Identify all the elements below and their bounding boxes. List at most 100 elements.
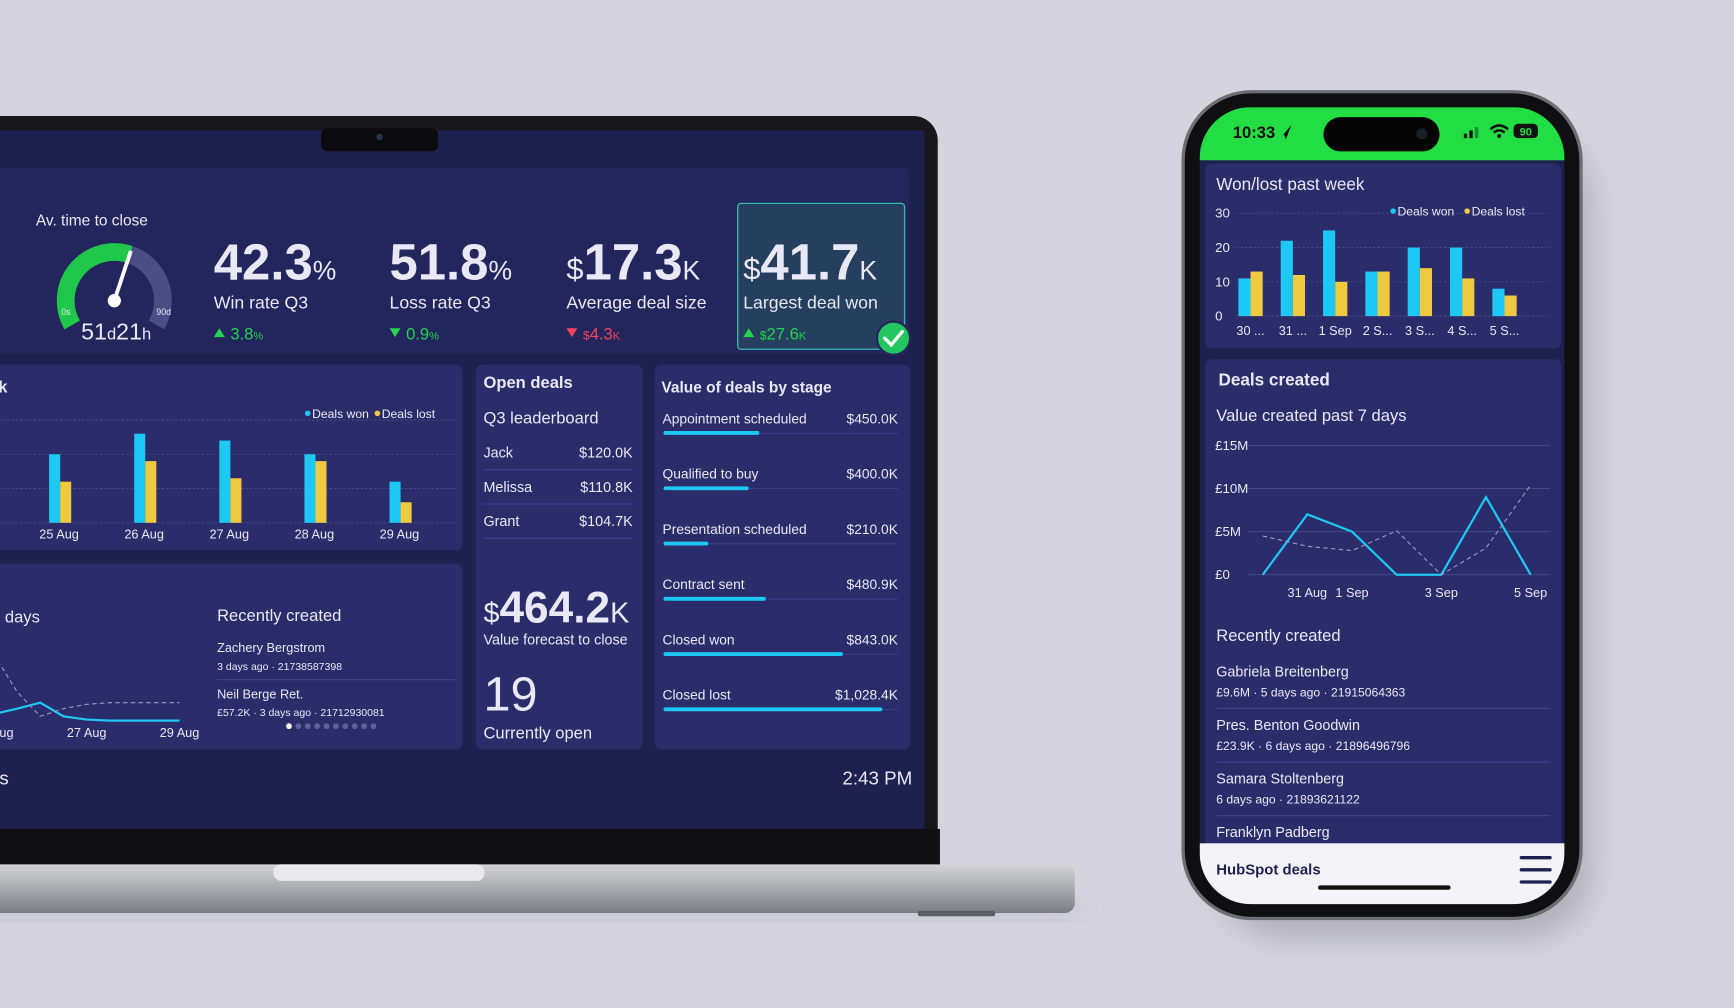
location-icon	[1280, 124, 1292, 140]
chart-title: days	[5, 607, 40, 626]
bar	[230, 478, 242, 523]
kpi-highlight	[737, 202, 906, 350]
x-tick-label: 26 Aug	[124, 526, 164, 541]
leader-value: $104.7K	[579, 514, 633, 530]
wifi-dot	[1497, 133, 1502, 138]
stage-bar	[663, 486, 749, 491]
list-detail: £23.9K · 6 days ago · 21896496796	[1216, 739, 1410, 753]
bar	[1365, 271, 1378, 317]
pager-dot	[333, 723, 339, 730]
line-series	[0, 653, 180, 717]
bar	[1238, 278, 1251, 317]
bar	[1250, 271, 1263, 317]
bar	[1492, 288, 1505, 317]
chart-title: k	[0, 377, 8, 396]
bar	[1462, 278, 1475, 317]
list-name: Samara Stoltenberg	[1216, 772, 1344, 788]
gauge-value-part: 21	[116, 318, 142, 344]
y-tick-label: 10	[1215, 274, 1230, 289]
kpi-label: Loss rate Q3	[390, 292, 491, 312]
list-title: Recently created	[217, 606, 341, 625]
stage-label: Qualified to buy	[663, 466, 759, 482]
kpi-delta-part: K	[613, 330, 621, 342]
kpi-label: Average deal size	[566, 292, 706, 312]
stage-bar	[663, 707, 883, 712]
kpi-delta-part: 4.3	[590, 324, 613, 343]
legend-dot	[304, 410, 311, 417]
kpi-delta-part: %	[429, 330, 439, 342]
stage-bar	[663, 431, 760, 435]
kpi-delta-part: K	[799, 330, 807, 342]
deals-group: days ug 27 Aug 29 Aug Recently created Zacher…	[0, 606, 456, 740]
wifi-icon	[1489, 124, 1509, 134]
delta-arrow	[389, 328, 401, 338]
chart-subtitle: Value created past 7 days	[1216, 406, 1406, 425]
laptop-notch	[273, 864, 485, 881]
menu-button[interactable]	[1519, 856, 1552, 884]
x-tick-label: 1 Sep	[1319, 323, 1352, 338]
kpi-value-part: %	[488, 256, 512, 286]
gauge-needle	[112, 250, 133, 303]
legend-dot	[374, 410, 381, 417]
y-tick-label: £5M	[1215, 524, 1241, 539]
gauge-value: 51d21h	[81, 318, 151, 344]
legend-dot	[1390, 208, 1396, 214]
x-tick-label: 29 Aug	[160, 725, 200, 740]
panel-title: Open deals	[483, 373, 572, 392]
camera	[376, 133, 383, 141]
pager-dot	[370, 723, 377, 730]
x-tick-label: 5 Sep	[1514, 585, 1547, 600]
clock: 2:43 PM	[842, 768, 912, 789]
stage-value: $480.9K	[847, 576, 899, 592]
list-name: Pres. Benton Goodwin	[1216, 718, 1360, 734]
kpi-value-part: 42.3	[214, 234, 313, 291]
bar	[60, 481, 72, 523]
laptop-chin	[0, 828, 940, 867]
kpi-delta: 0.9%	[406, 324, 439, 343]
app-name: HubSpot deals	[1216, 861, 1320, 878]
bottom-bar	[1199, 843, 1565, 905]
bar	[389, 481, 401, 523]
status-time: 10:33	[1233, 123, 1275, 142]
kpi-delta-part: 3.8	[230, 324, 253, 343]
gauge-label: Av. time to close	[36, 212, 148, 229]
laptop-base	[0, 864, 1075, 913]
x-tick-label: 3 Sep	[1425, 585, 1458, 600]
panel-subtitle: Q3 leaderboard	[483, 408, 598, 427]
stage-value: $450.0K	[847, 410, 899, 426]
kpi-delta: $27.6K	[760, 324, 807, 343]
bar	[1292, 274, 1306, 317]
kpi-value-part: 17.3	[584, 234, 683, 291]
stage-value: $400.0K	[847, 466, 899, 482]
leader-name: Jack	[483, 446, 513, 462]
legend-label: Deals lost	[382, 407, 436, 421]
kpi-delta-part: $	[583, 328, 590, 342]
gauge-value-part: 51	[81, 318, 107, 344]
pager-dot	[304, 723, 311, 730]
panel-title: Deals created	[1218, 370, 1329, 390]
line-series	[1261, 494, 1532, 576]
kpi-value-part: %	[313, 256, 337, 286]
pager-dot	[314, 723, 321, 730]
y-tick-label: 30	[1215, 206, 1230, 221]
list-title: Recently created	[1216, 626, 1340, 645]
bar	[400, 502, 412, 523]
laptop-foot	[917, 910, 996, 917]
list-detail: £57.2K · 3 days ago · 21712930081	[217, 707, 385, 719]
open-deals-panel	[475, 364, 643, 750]
stage-label: Presentation scheduled	[663, 521, 807, 537]
kpi-value: $17.3K	[566, 234, 700, 291]
battery-level: 90	[1520, 126, 1532, 138]
legend-label: Deals won	[1398, 205, 1455, 219]
stage-value: $210.0K	[847, 521, 899, 537]
stage-value: $843.0K	[847, 631, 899, 647]
kpi-value-part: K	[683, 256, 701, 286]
gauge-value-part: d	[107, 324, 116, 343]
pager-dot	[361, 723, 367, 730]
kpi-delta-part: 27.6	[767, 324, 799, 343]
pager-dot	[351, 723, 358, 730]
x-tick-label: 29 Aug	[380, 526, 420, 541]
gauge-min: 0s	[61, 307, 71, 317]
x-tick-label: 4 S...	[1447, 323, 1477, 338]
gauge-fill	[56, 243, 133, 330]
